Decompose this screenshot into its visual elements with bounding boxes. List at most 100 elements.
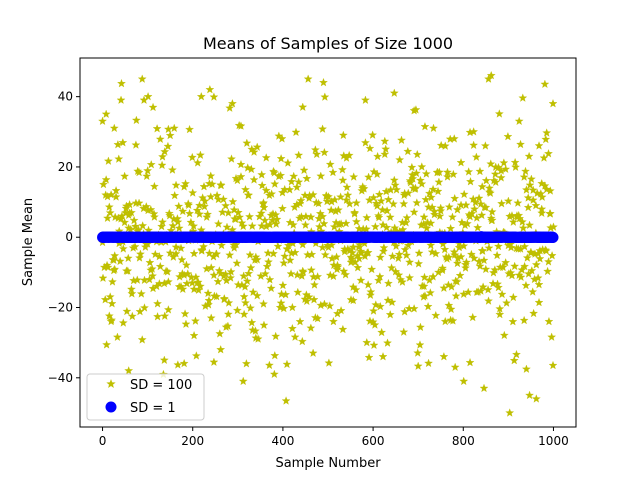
- point-sd-100: [403, 188, 413, 198]
- point-sd-100: [448, 316, 458, 325]
- point-sd-100: [313, 313, 323, 323]
- point-sd-100: [417, 179, 427, 188]
- point-sd-100: [401, 218, 411, 227]
- point-sd-100: [261, 185, 271, 195]
- point-sd-100: [246, 303, 255, 312]
- point-sd-100: [165, 248, 175, 257]
- point-sd-100: [276, 154, 286, 163]
- point-sd-100: [371, 300, 381, 309]
- point-sd-100: [408, 174, 418, 183]
- point-sd-100: [508, 317, 518, 326]
- point-sd-100: [495, 304, 505, 313]
- point-sd-100: [516, 139, 525, 149]
- point-sd-100: [143, 92, 153, 101]
- point-sd-100: [333, 205, 343, 214]
- point-sd-100: [465, 127, 475, 137]
- point-sd-100: [531, 260, 541, 269]
- legend-label-sd-100: SD = 100: [130, 378, 192, 393]
- point-sd-100: [466, 177, 475, 186]
- point-sd-100: [528, 195, 538, 204]
- axes-frame: [79, 57, 577, 428]
- point-sd-100: [219, 294, 229, 304]
- point-sd-100: [451, 291, 461, 300]
- point-sd-100: [520, 261, 529, 271]
- point-sd-100: [399, 327, 409, 336]
- point-sd-100: [142, 171, 152, 181]
- point-sd-100: [436, 203, 446, 212]
- point-sd-100: [104, 156, 113, 165]
- point-sd-100: [462, 257, 471, 267]
- point-sd-100: [336, 192, 346, 201]
- point-sd-100: [191, 351, 201, 360]
- point-sd-100: [423, 301, 433, 311]
- point-sd-100: [222, 222, 232, 231]
- point-sd-100: [179, 358, 189, 368]
- point-sd-100: [292, 270, 302, 279]
- point-sd-100: [529, 308, 539, 318]
- point-sd-100: [319, 77, 328, 87]
- y-tick-label: −40: [48, 371, 73, 385]
- point-sd-100: [108, 277, 117, 286]
- point-sd-100: [171, 242, 181, 251]
- point-sd-100: [257, 221, 267, 230]
- point-sd-100: [525, 390, 534, 400]
- point-sd-100: [531, 201, 541, 210]
- point-sd-100: [361, 138, 370, 147]
- point-sd-100: [474, 193, 484, 203]
- point-sd-100: [436, 140, 446, 150]
- point-sd-100: [297, 336, 307, 346]
- point-sd-100: [163, 141, 173, 151]
- point-sd-100: [333, 262, 343, 271]
- point-sd-100: [440, 244, 450, 254]
- point-sd-100: [256, 208, 266, 218]
- point-sd-100: [365, 290, 375, 299]
- point-sd-100: [395, 155, 405, 164]
- point-sd-100: [287, 323, 297, 333]
- point-sd-100: [127, 208, 136, 217]
- point-sd-100: [328, 167, 338, 177]
- point-sd-100: [353, 263, 363, 272]
- point-sd-100: [522, 253, 532, 262]
- point-sd-100: [438, 265, 447, 275]
- point-sd-100: [168, 165, 177, 174]
- point-sd-100: [244, 190, 254, 200]
- point-sd-100: [481, 264, 491, 274]
- point-sd-100: [426, 240, 436, 250]
- point-sd-100: [518, 93, 528, 102]
- point-sd-100: [319, 299, 329, 308]
- point-sd-100: [490, 265, 500, 274]
- point-sd-100: [388, 199, 398, 208]
- point-sd-100: [143, 166, 153, 175]
- point-sd-100: [465, 358, 475, 367]
- point-sd-100: [130, 242, 140, 251]
- point-sd-100: [484, 243, 494, 252]
- point-sd-100: [342, 195, 351, 204]
- point-sd-100: [214, 219, 223, 228]
- point-sd-100: [426, 192, 436, 202]
- point-sd-100: [221, 269, 231, 278]
- point-sd-100: [341, 218, 351, 228]
- point-sd-100: [303, 74, 313, 83]
- point-sd-100: [270, 179, 280, 188]
- point-sd-100: [282, 359, 292, 369]
- point-sd-100: [136, 289, 146, 298]
- point-sd-100: [223, 208, 233, 217]
- legend-star: [106, 379, 116, 388]
- point-sd-100: [215, 329, 225, 338]
- point-sd-100: [384, 278, 393, 288]
- point-sd-100: [439, 352, 449, 361]
- point-sd-100: [327, 240, 337, 249]
- point-sd-100: [380, 136, 390, 146]
- point-sd-100: [252, 142, 262, 151]
- point-sd-100: [347, 254, 357, 263]
- point-sd-100: [507, 270, 517, 280]
- series-sd-1: [97, 231, 559, 244]
- point-sd-100: [518, 223, 528, 232]
- point-sd-100: [527, 266, 537, 275]
- point-sd-100: [324, 358, 334, 367]
- point-sd-100: [406, 178, 415, 187]
- point-sd-100: [515, 214, 525, 223]
- point-sd-100: [411, 105, 421, 114]
- point-sd-100: [312, 149, 322, 159]
- point-sd-100: [498, 262, 508, 272]
